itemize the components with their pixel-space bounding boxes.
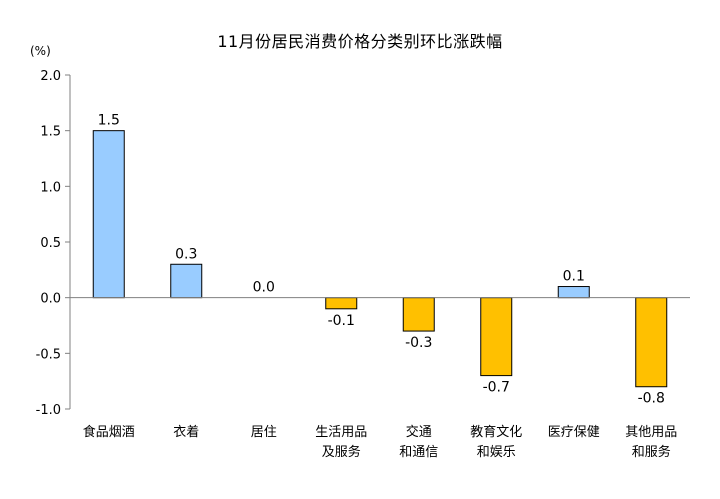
x-tick-label: 其他用品 (625, 425, 677, 440)
x-tick-label: 和通信 (399, 445, 438, 460)
y-tick-label: 1.0 (40, 180, 61, 195)
bar (92, 130, 125, 299)
x-tick-label: 食品烟酒 (83, 424, 135, 440)
x-tick-label: 交通 (406, 424, 432, 440)
bar (635, 297, 668, 388)
y-tick-label: -1.0 (36, 403, 61, 418)
x-tick-label: 衣着 (173, 424, 199, 440)
x-tick-label: 及服务 (322, 444, 361, 460)
x-tick-label: 居住 (251, 425, 277, 440)
y-tick-label: 2.0 (40, 69, 61, 84)
y-tick-label: 1.5 (40, 125, 61, 140)
y-tick-label: 0.5 (40, 236, 61, 251)
y-tick-label: 0.0 (40, 292, 61, 307)
bar (170, 263, 203, 299)
bar (557, 286, 590, 299)
data-label: -0.1 (328, 313, 355, 329)
data-label: 0.0 (253, 280, 275, 296)
y-axis-unit-label: (%) (30, 44, 51, 58)
y-tick-label: -0.5 (36, 347, 61, 362)
bar (480, 297, 513, 377)
chart-title: 11月份居民消费价格分类别环比涨跌幅 (217, 32, 503, 51)
x-tick-label: 医疗保健 (548, 425, 600, 440)
data-label: -0.3 (405, 335, 432, 351)
x-tick-label: 和娱乐 (477, 445, 516, 460)
data-label: 0.1 (563, 269, 585, 285)
x-tick-label: 和服务 (632, 444, 671, 460)
bar (402, 297, 435, 332)
x-tick-label: 生活用品 (315, 425, 367, 440)
data-label: -0.7 (483, 380, 510, 396)
data-label: -0.8 (638, 391, 665, 407)
bar (325, 297, 358, 310)
data-label: 0.3 (175, 246, 197, 262)
x-tick-label: 教育文化 (470, 424, 522, 440)
data-label: 1.5 (98, 113, 120, 129)
